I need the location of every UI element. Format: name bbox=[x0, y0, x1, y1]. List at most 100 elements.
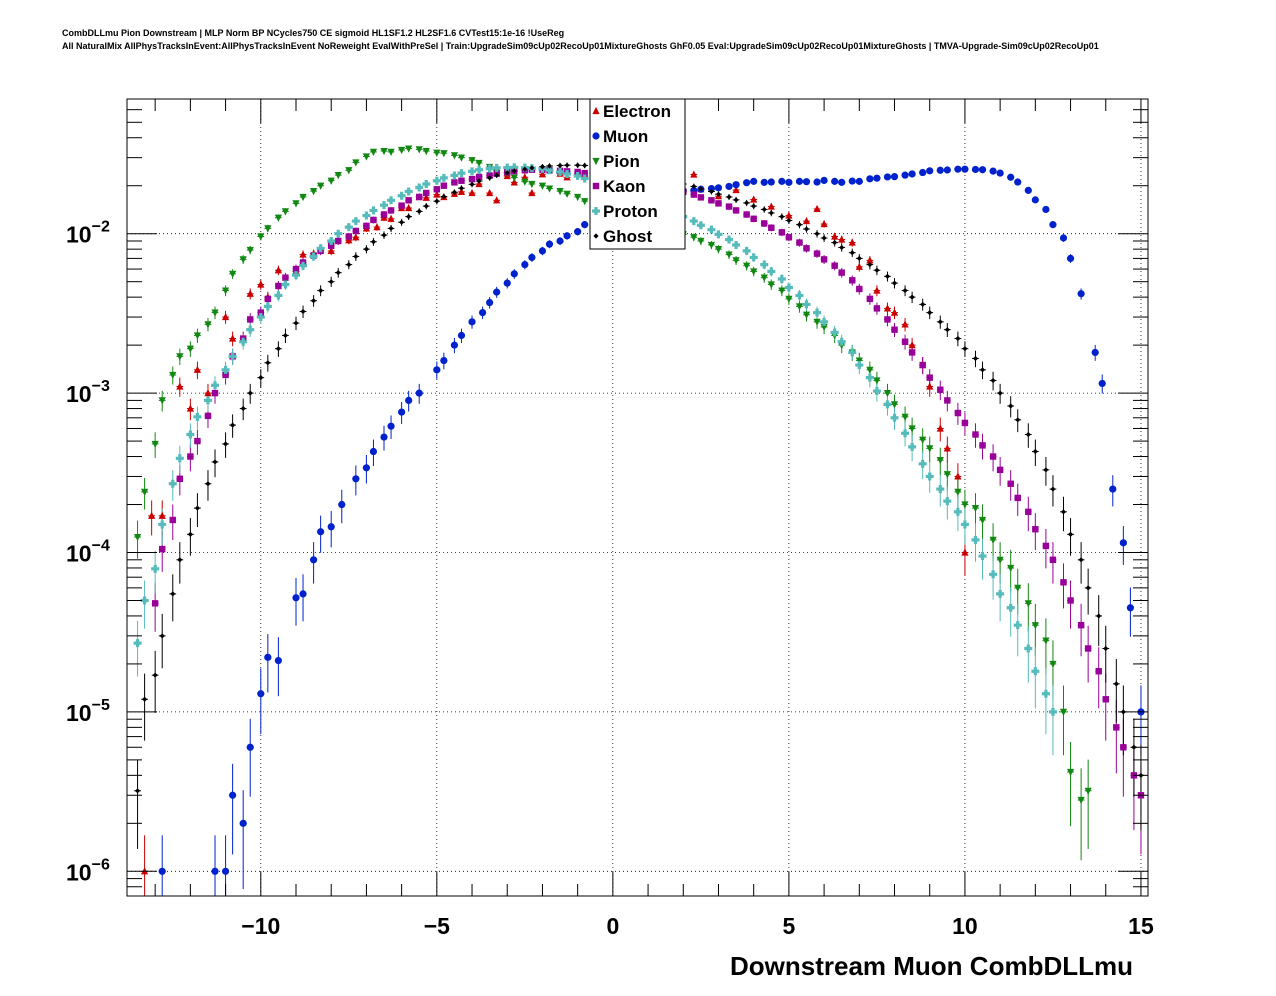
data-point-proton bbox=[732, 240, 741, 249]
data-point-ghost bbox=[504, 170, 510, 176]
data-point-ghost bbox=[1060, 509, 1067, 515]
data-point-proton bbox=[883, 400, 892, 409]
data-point-pion bbox=[211, 309, 219, 317]
data-point-proton bbox=[556, 167, 565, 176]
data-point-electron bbox=[767, 202, 775, 210]
data-point-muon bbox=[714, 184, 723, 192]
data-point-proton bbox=[1006, 603, 1015, 612]
data-point-pion bbox=[246, 246, 254, 255]
data-point-proton bbox=[960, 520, 969, 529]
data-point-muon bbox=[1014, 178, 1022, 186]
data-point-pion bbox=[450, 152, 459, 160]
data-point-muon bbox=[563, 232, 571, 240]
data-point-pion bbox=[440, 150, 448, 158]
data-point-electron bbox=[820, 219, 828, 228]
data-point-muon bbox=[440, 356, 448, 365]
data-point-pion bbox=[802, 311, 811, 319]
x-tick-labels: −10 −5 0 5 10 15 bbox=[241, 913, 1154, 939]
data-point-muon bbox=[503, 279, 511, 287]
data-point-ghost bbox=[715, 191, 722, 197]
data-point-kaon bbox=[961, 419, 969, 427]
data-point-electron bbox=[468, 188, 476, 197]
data-point-pion bbox=[422, 147, 430, 156]
data-point-electron bbox=[387, 214, 395, 222]
data-point-proton bbox=[503, 163, 512, 172]
data-point-proton bbox=[777, 274, 786, 283]
data-point-kaon bbox=[831, 262, 838, 269]
legend-box bbox=[589, 98, 686, 250]
data-point-pion bbox=[961, 501, 969, 509]
data-point-muon bbox=[1049, 221, 1057, 229]
data-point-proton bbox=[281, 280, 290, 289]
series-pion bbox=[133, 145, 1092, 805]
data-point-muon bbox=[866, 175, 874, 183]
data-point-pion bbox=[327, 177, 335, 185]
data-point-kaon bbox=[743, 211, 750, 218]
data-point-ghost bbox=[1085, 585, 1091, 591]
y-tick-label: 10−2 bbox=[66, 219, 110, 248]
legend-label-muon: Muon bbox=[603, 127, 648, 146]
data-point-ghost bbox=[796, 222, 803, 228]
data-point-pion bbox=[778, 287, 786, 295]
data-point-pion bbox=[563, 190, 571, 198]
data-point-proton bbox=[707, 225, 716, 234]
data-point-proton bbox=[221, 365, 230, 374]
error-bars bbox=[134, 145, 1145, 896]
data-point-pion bbox=[141, 488, 149, 497]
data-point-proton bbox=[432, 176, 441, 185]
data-point-pion bbox=[176, 353, 184, 361]
data-point-kaon bbox=[1060, 579, 1067, 586]
data-point-proton bbox=[760, 260, 769, 269]
data-point-ghost bbox=[134, 788, 141, 794]
data-point-proton bbox=[380, 201, 389, 210]
data-point-muon bbox=[802, 178, 811, 186]
data-point-ghost bbox=[1113, 681, 1119, 687]
data-point-proton bbox=[545, 166, 554, 175]
data-point-pion bbox=[1059, 708, 1068, 717]
data-point-proton bbox=[837, 337, 846, 346]
data-point-proton bbox=[996, 589, 1005, 598]
data-point-muon bbox=[246, 743, 254, 751]
data-point-kaon bbox=[380, 211, 388, 218]
data-point-kaon bbox=[574, 168, 581, 176]
data-point-electron bbox=[831, 232, 839, 240]
data-point-kaon bbox=[838, 269, 845, 276]
data-point-muon bbox=[820, 176, 828, 184]
data-point-ghost bbox=[222, 441, 229, 447]
data-point-kaon bbox=[1032, 526, 1039, 533]
data-point-pion bbox=[908, 425, 916, 433]
data-point-kaon bbox=[1025, 508, 1032, 516]
data-point-kaon bbox=[796, 239, 803, 246]
data-point-ghost bbox=[170, 591, 176, 597]
data-point-muon bbox=[707, 184, 716, 193]
data-point-kaon bbox=[979, 442, 986, 449]
data-point-ghost bbox=[423, 203, 429, 209]
data-point-proton bbox=[369, 206, 378, 215]
data-point-proton bbox=[749, 253, 758, 262]
data-point-muon bbox=[369, 447, 378, 456]
data-point-pion bbox=[398, 146, 406, 155]
data-point-ghost bbox=[529, 165, 535, 171]
legend-label-proton: Proton bbox=[603, 202, 658, 221]
data-point-kaon bbox=[715, 200, 722, 207]
error-bars-electron bbox=[141, 169, 969, 896]
data-point-proton bbox=[1024, 644, 1033, 653]
data-point-kaon bbox=[581, 169, 588, 177]
data-point-muon bbox=[574, 228, 582, 236]
data-point-muon bbox=[274, 656, 282, 665]
data-point-muon bbox=[848, 177, 856, 185]
data-point-kaon bbox=[176, 475, 184, 483]
data-point-pion bbox=[697, 237, 705, 246]
data-point-kaon bbox=[1067, 597, 1074, 604]
legend-marker-proton bbox=[592, 207, 600, 215]
data-point-electron bbox=[457, 187, 466, 195]
data-point-proton bbox=[133, 639, 142, 648]
data-point-muon bbox=[1066, 254, 1075, 262]
y-tick-label: 10−5 bbox=[66, 697, 110, 726]
data-point-kaon bbox=[257, 309, 264, 316]
data-point-pion bbox=[475, 159, 483, 168]
data-point-muon bbox=[317, 528, 325, 536]
data-point-pion bbox=[415, 146, 423, 154]
data-point-ghost bbox=[142, 696, 148, 702]
data-point-proton bbox=[415, 183, 424, 192]
